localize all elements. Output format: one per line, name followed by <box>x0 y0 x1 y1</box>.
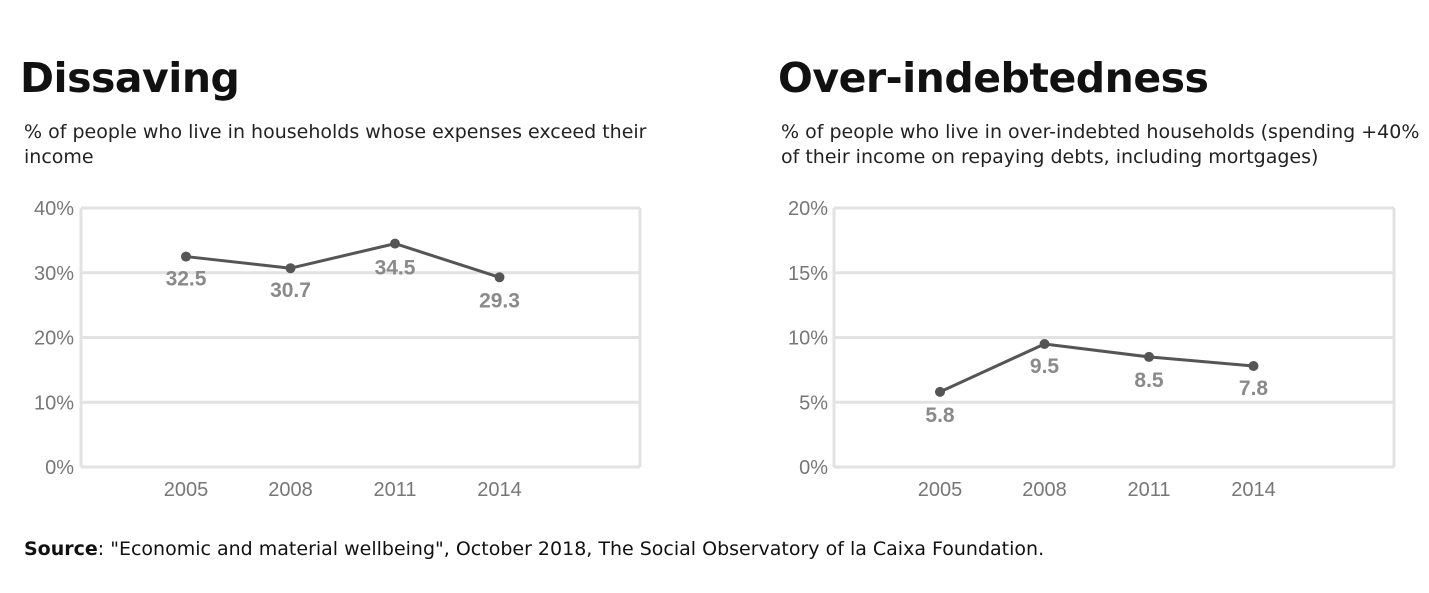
y-tick-label: 20% <box>788 198 828 220</box>
x-tick-label: 2005 <box>918 479 963 501</box>
data-point <box>494 272 505 283</box>
chart-subtitle: % of people who live in over-indebted ho… <box>781 121 1420 168</box>
data-label: 32.5 <box>166 268 207 291</box>
line-chart-dissaving: 0% 10% 20% 30% 40% 2005 2008 2011 2014 32.5 30.7 34… <box>34 198 642 501</box>
data-point <box>935 386 945 397</box>
series-line <box>939 342 1254 394</box>
y-tick-label: 30% <box>34 263 74 285</box>
data-point <box>390 238 400 249</box>
y-tick-label: 10% <box>788 328 828 350</box>
source-footer: Source: "Economic and material wellbeing… <box>24 538 1044 560</box>
x-tick-label: 2014 <box>1231 479 1276 501</box>
data-label: 34.5 <box>375 257 416 280</box>
data-label: 9.5 <box>1030 355 1060 378</box>
line-chart-over-indebtedness: 0% 5% 10% 15% 20% 2005 2008 2011 2014 5.8 9.5 8.5 7.… <box>788 198 1396 501</box>
chart-title: Dissaving <box>20 54 240 102</box>
x-tick-label: 2008 <box>268 479 313 501</box>
data-point <box>1248 360 1259 371</box>
y-tick-label: 10% <box>34 392 74 414</box>
data-label: 8.5 <box>1134 369 1164 392</box>
data-label: 5.8 <box>925 404 955 427</box>
data-label: 7.8 <box>1239 377 1269 400</box>
chart-panel-dissaving: Dissaving % of people who live in househ… <box>0 0 714 520</box>
data-label: 30.7 <box>270 279 311 302</box>
data-point <box>285 263 296 274</box>
y-tick-label: 0% <box>45 457 74 479</box>
x-tick-label: 2005 <box>164 479 209 501</box>
data-point <box>181 251 191 262</box>
x-tick-label: 2011 <box>373 479 416 501</box>
data-point <box>1144 351 1154 362</box>
chart-panel-over-indebtedness: Over-indebtedness % of people who live i… <box>756 0 1429 520</box>
series-line <box>185 242 500 279</box>
chart-subtitle: % of people who live in households whose… <box>24 121 647 168</box>
y-tick-label: 15% <box>788 263 828 285</box>
x-tick-label: 2011 <box>1127 479 1170 501</box>
x-tick-label: 2008 <box>1022 479 1067 501</box>
data-point <box>1039 338 1050 349</box>
y-tick-label: 0% <box>799 457 828 479</box>
data-label: 29.3 <box>479 289 520 312</box>
chart-title: Over-indebtedness <box>778 54 1209 102</box>
y-tick-label: 5% <box>799 392 828 414</box>
x-tick-label: 2014 <box>477 479 522 501</box>
source-text: : "Economic and material wellbeing", Oct… <box>97 538 1045 560</box>
y-tick-label: 20% <box>34 328 74 350</box>
y-tick-label: 40% <box>34 198 74 220</box>
source-label: Source <box>24 538 98 560</box>
